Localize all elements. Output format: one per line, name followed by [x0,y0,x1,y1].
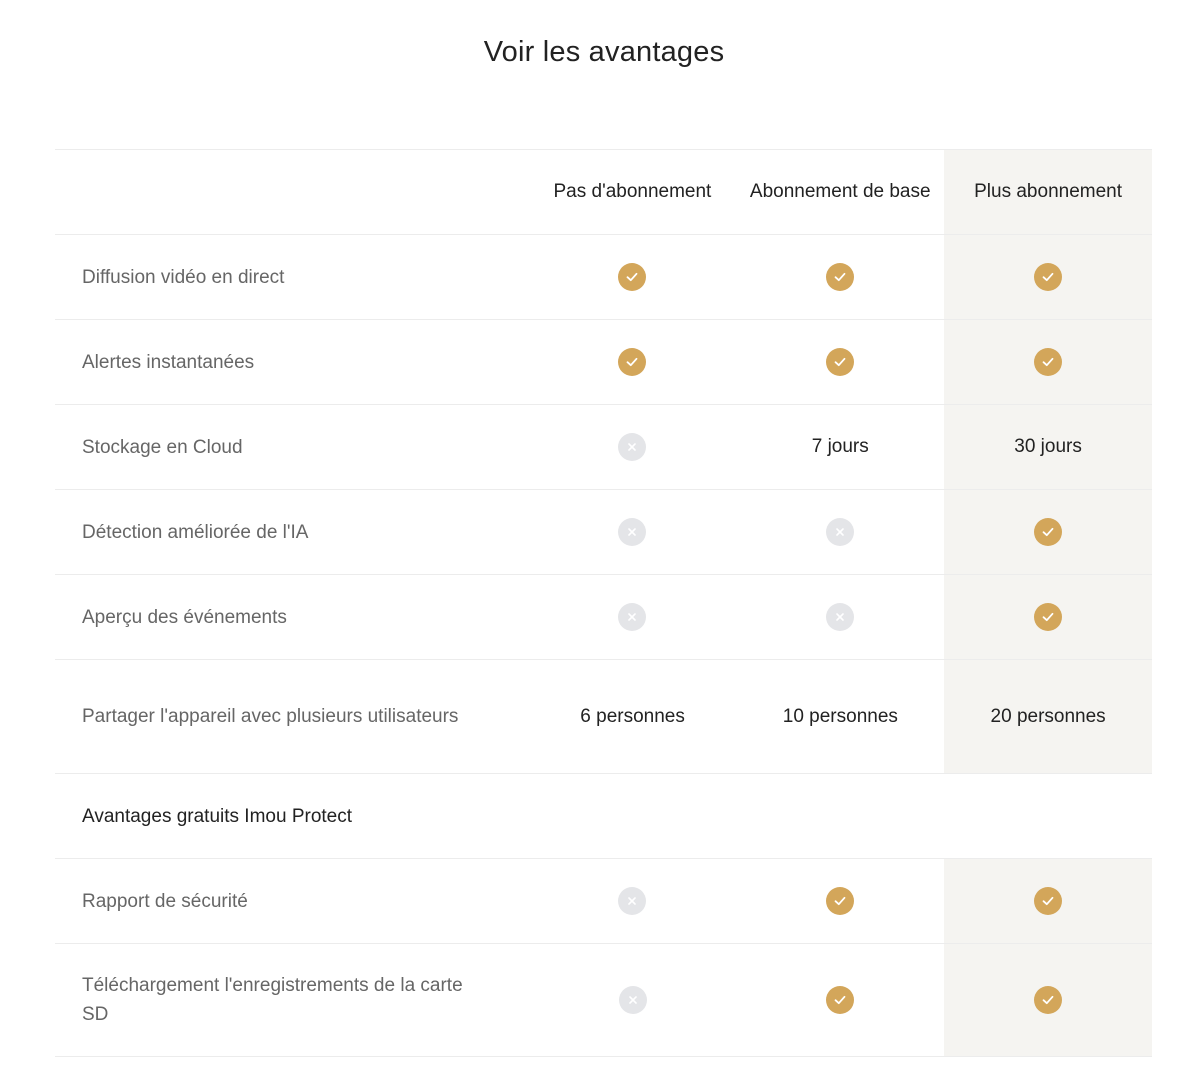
check-circle-icon [1034,518,1063,546]
table-row: Alertes instantanées [55,319,1152,404]
feature-value-cell [529,575,737,659]
feature-value-cell [736,320,944,404]
feature-value-cell [944,859,1152,943]
check-circle-icon [826,348,855,376]
feature-value-cell: 30 jours [944,405,1152,489]
feature-label: Rapport de sécurité [82,890,248,912]
feature-value-text: 30 jours [1014,436,1082,457]
feature-value-cell [944,235,1152,319]
feature-value-cell [529,405,737,489]
feature-value-cell: 20 personnes [944,660,1152,773]
column-header-plus-subscription: Plus abonnement [944,150,1152,234]
feature-value-cell [736,235,944,319]
feature-label: Partager l'appareil avec plusieurs utili… [82,706,459,727]
feature-label: Détection améliorée de l'IA [82,521,309,543]
check-circle-icon [1034,887,1063,915]
column-header-no-subscription: Pas d'abonnement [553,181,712,202]
check-circle-icon [1034,986,1063,1014]
feature-value-cell [736,859,944,943]
cross-circle-icon [826,518,855,546]
table-row: Détection améliorée de l'IA [55,489,1152,574]
feature-value-cell [529,320,737,404]
feature-label: Aperçu des événements [82,606,287,628]
check-circle-icon [618,263,647,291]
section-feature-rows: Rapport de sécurité Téléchargement l'enre… [55,858,1152,1057]
cross-circle-icon [826,603,855,631]
feature-value-text: 10 personnes [782,705,898,727]
feature-value-text: 20 personnes [990,705,1106,727]
feature-value-text: 7 jours [811,436,869,457]
column-header-basic-subscription: Abonnement de base [749,181,931,202]
comparison-table: Pas d'abonnement Abonnement de base Plus… [55,149,1152,1057]
table-row: Diffusion vidéo en direct [55,234,1152,319]
check-circle-icon [1034,263,1063,291]
table-row: Aperçu des événements [55,574,1152,659]
table-row: Téléchargement l'enregistrements de la c… [55,943,1152,1057]
feature-rows: Diffusion vidéo en direct Alertes instant… [55,234,1152,773]
check-circle-icon [1034,348,1063,376]
feature-value-cell [736,490,944,574]
feature-value-cell: 6 personnes [529,660,737,773]
table-row: Stockage en Cloud 7 jours 30 jours [55,404,1152,489]
feature-value-cell: 10 personnes [736,660,944,773]
section-title: Avantages gratuits Imou Protect [82,805,353,827]
cross-circle-icon [618,986,647,1014]
cross-circle-icon [618,603,647,631]
cross-circle-icon [618,887,647,915]
cross-circle-icon [618,518,647,546]
check-circle-icon [826,263,855,291]
feature-value-cell [944,944,1152,1056]
check-circle-icon [1034,603,1063,631]
feature-value-cell [529,490,737,574]
check-circle-icon [826,986,855,1014]
feature-value-cell [529,859,737,943]
feature-value-cell: 7 jours [736,405,944,489]
table-header-row: Pas d'abonnement Abonnement de base Plus… [55,149,1152,234]
feature-value-cell [944,490,1152,574]
feature-label: Stockage en Cloud [82,436,243,458]
feature-value-cell [944,575,1152,659]
feature-value-cell [736,944,944,1056]
section-header-row: Avantages gratuits Imou Protect [55,773,1152,858]
feature-value-cell [529,235,737,319]
page-title: Voir les avantages [483,36,725,68]
feature-value-cell [529,944,737,1056]
feature-label: Téléchargement l'enregistrements de la c… [82,975,463,1025]
check-circle-icon [618,348,647,376]
check-circle-icon [826,887,855,915]
feature-label: Alertes instantanées [82,351,255,373]
feature-value-text: 6 personnes [580,705,685,727]
cross-circle-icon [618,433,647,461]
table-row: Rapport de sécurité [55,858,1152,943]
feature-value-cell [736,575,944,659]
feature-value-cell [944,320,1152,404]
table-row: Partager l'appareil avec plusieurs utili… [55,659,1152,773]
feature-label: Diffusion vidéo en direct [82,266,285,288]
